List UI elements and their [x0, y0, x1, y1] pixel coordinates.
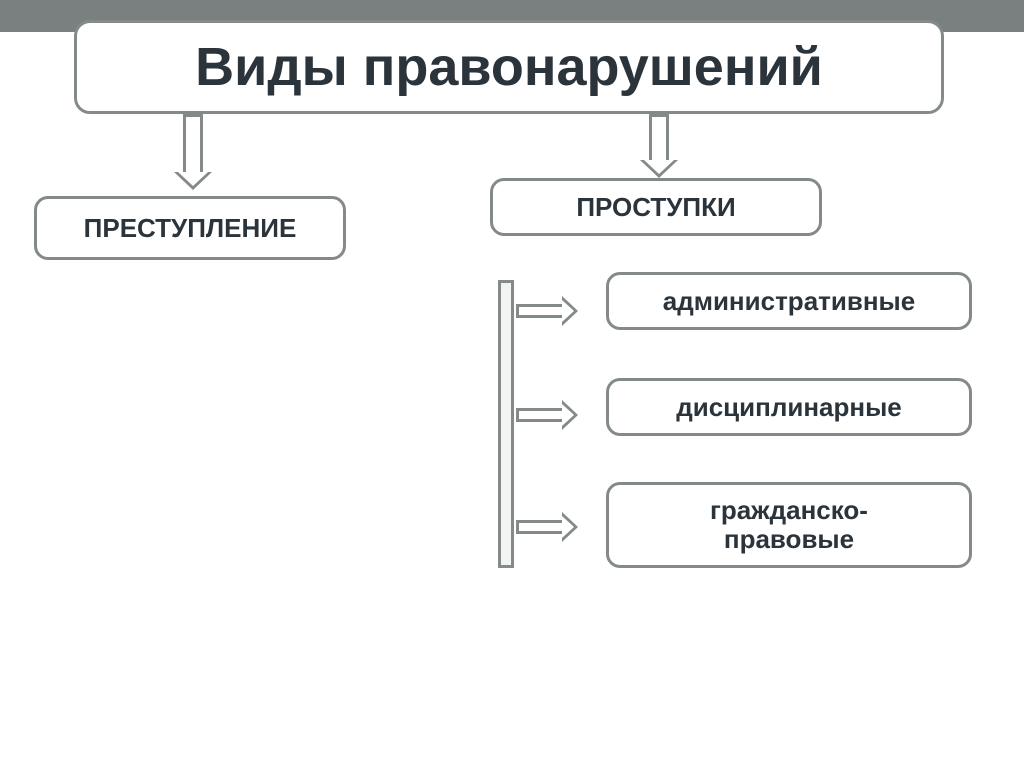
branch-box-0: ПРЕСТУПЛЕНИЕ: [34, 196, 346, 260]
vertical-bar: [498, 280, 514, 568]
subitem-box-0-label: административные: [663, 287, 915, 316]
branch-box-1-label: ПРОСТУПКИ: [576, 193, 735, 222]
flow-arrow-down-1: [640, 114, 678, 178]
subitem-box-2-label: гражданско- правовые: [710, 496, 868, 553]
flow-arrow-right-1: [516, 400, 578, 430]
subitem-box-1: дисциплинарные: [606, 378, 972, 436]
flow-arrow-right-0: [516, 296, 578, 326]
flow-arrow-right-2: [516, 512, 578, 542]
subitem-box-1-label: дисциплинарные: [676, 393, 902, 422]
branch-box-1: ПРОСТУПКИ: [490, 178, 822, 236]
title-label: Виды правонарушений: [195, 36, 823, 98]
subitem-box-0: административные: [606, 272, 972, 330]
subitem-box-2: гражданско- правовые: [606, 482, 972, 568]
title-box: Виды правонарушений: [74, 20, 944, 114]
flow-arrow-down-0: [174, 114, 212, 190]
branch-box-0-label: ПРЕСТУПЛЕНИЕ: [84, 214, 297, 243]
